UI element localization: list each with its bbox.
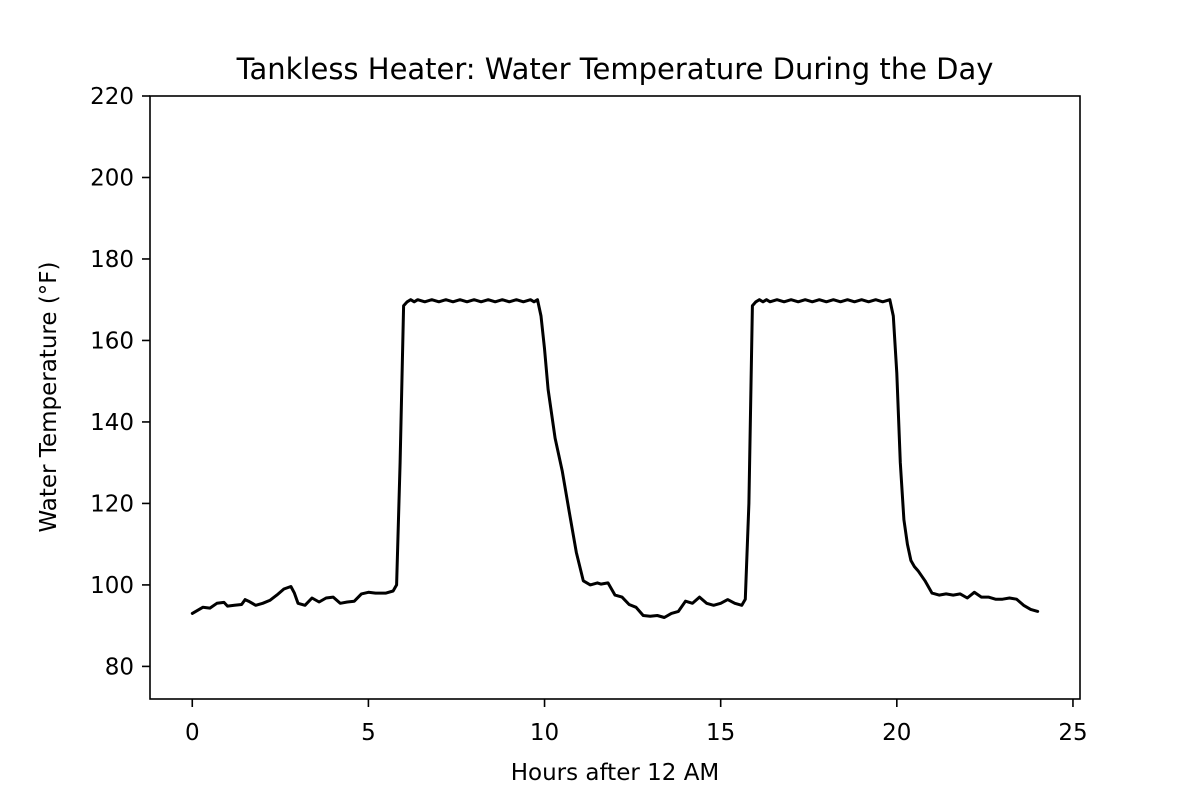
y-tick-label: 200: [90, 165, 134, 191]
x-tick-label: 25: [1058, 720, 1087, 746]
y-tick-label: 80: [105, 654, 134, 680]
x-tick-label: 10: [530, 720, 559, 746]
x-axis-ticks: 0 5 10 15 20 25: [185, 699, 1088, 746]
x-tick-label: 0: [185, 720, 200, 746]
plot-frame: [149, 95, 1081, 700]
series-layer: [190, 298, 1040, 619]
y-tick-label: 100: [90, 573, 134, 599]
x-axis-label: Hours after 12 AM: [511, 760, 720, 786]
x-tick-label: 15: [706, 720, 735, 746]
chart-title: Tankless Heater: Water Temperature Durin…: [236, 52, 994, 86]
x-tick-label: 20: [882, 720, 911, 746]
temperature-series-line: [190, 298, 1040, 619]
y-tick-label: 140: [90, 410, 134, 436]
y-axis-ticks: 80 100 120 140 160 180 200 220: [90, 84, 150, 680]
y-tick-label: 120: [90, 491, 134, 517]
y-tick-label: 220: [90, 84, 134, 110]
y-tick-label: 160: [90, 328, 134, 354]
y-axis-label: Water Temperature (°F): [36, 262, 62, 533]
y-tick-label: 180: [90, 247, 134, 273]
x-tick-label: 5: [361, 720, 376, 746]
